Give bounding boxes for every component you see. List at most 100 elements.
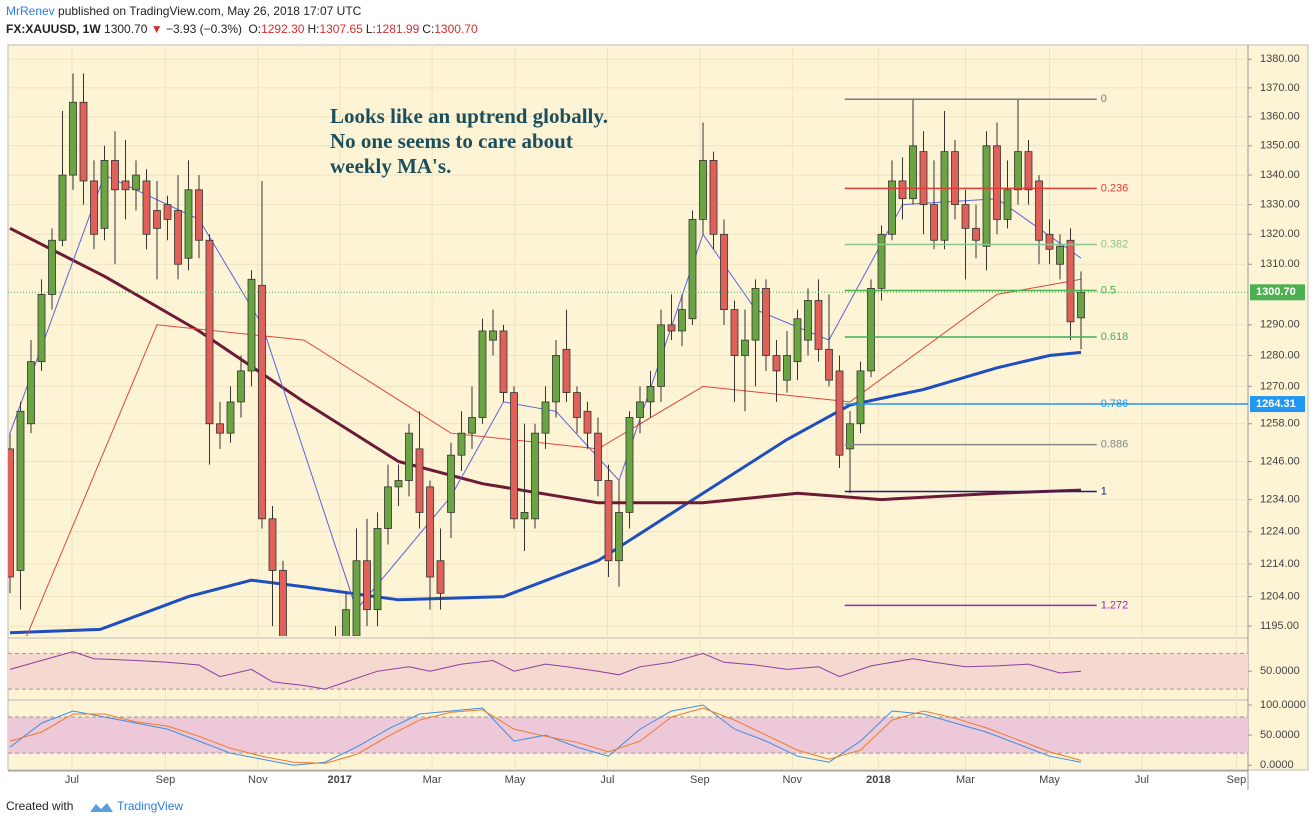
candle-body: [541, 401, 550, 434]
candle-body: [195, 189, 203, 241]
candle-body: [342, 609, 350, 636]
fib-label: 0.886: [1101, 439, 1129, 451]
candle-body: [48, 239, 56, 295]
x-tick-label: Jul: [65, 774, 79, 786]
candle-body: [258, 284, 266, 520]
candle-body: [447, 454, 455, 513]
x-tick-label: Nov: [248, 774, 268, 786]
last: 1300.70: [104, 22, 148, 36]
candle-body: [951, 151, 959, 205]
fib-label: 0.382: [1101, 238, 1129, 250]
arrow: ▼: [150, 22, 163, 36]
candle-body: [153, 210, 161, 229]
candle-body: [814, 300, 823, 350]
plot-background: [7, 44, 1309, 771]
candle-body: [709, 160, 718, 235]
rsi-pane: [8, 640, 1248, 698]
footer-brand[interactable]: TradingView: [117, 799, 183, 813]
y-tick-label: 1310.00: [1260, 258, 1300, 270]
x-tick-label: May: [1039, 774, 1060, 786]
candle-body: [1035, 180, 1043, 241]
candle-body: [583, 410, 592, 434]
y-tick-label: 50.0000: [1260, 665, 1300, 677]
candle-body: [772, 355, 781, 372]
moving-average: [9, 350, 1082, 635]
y-tick-label: 1350.00: [1260, 140, 1300, 152]
candle-body: [1077, 291, 1085, 319]
y-tick-label: 1380.00: [1260, 53, 1300, 65]
fib-label: 0.5: [1101, 284, 1116, 296]
candle-body: [625, 417, 634, 513]
candle-body: [982, 145, 991, 247]
candle-body: [793, 318, 802, 363]
publish-line: MrRenev published on TradingView.com, Ma…: [6, 4, 361, 18]
candle-body: [79, 101, 88, 182]
candle-body: [415, 448, 424, 513]
ohlc-key: O:: [248, 22, 262, 36]
price-tag: [1250, 396, 1305, 413]
candle-body: [174, 210, 182, 265]
candle-body: [394, 480, 403, 488]
symbol: FX:XAUUSD, 1W: [6, 22, 101, 36]
x-tick-label: May: [505, 774, 526, 786]
candle-body: [972, 227, 980, 241]
candle-body: [405, 432, 413, 481]
candle-body: [1066, 239, 1075, 323]
candle-body: [132, 174, 140, 191]
candle-body: [205, 239, 214, 425]
candle-body: [373, 528, 382, 611]
candle-body: [247, 278, 256, 372]
fib-label: 1: [1101, 485, 1107, 497]
candle-body: [520, 512, 529, 520]
candle-body: [436, 560, 445, 594]
candle-body: [909, 145, 917, 200]
candle-body: [100, 160, 109, 229]
y-tick-label: 1330.00: [1260, 198, 1300, 210]
ohlc-key: C:: [422, 22, 435, 36]
author[interactable]: MrRenev: [6, 4, 55, 18]
candle-body: [940, 151, 949, 241]
candle-body: [898, 180, 907, 200]
ohlc-key: H:: [307, 22, 320, 36]
candle-body: [699, 160, 707, 220]
candle-body: [426, 486, 434, 578]
candle-body: [1045, 233, 1054, 250]
candle-body: [604, 480, 613, 562]
annotation: weekly MA's.: [330, 154, 451, 178]
candle-body: [142, 180, 151, 235]
candle-body: [1056, 245, 1064, 265]
x-tick-label: Mar: [956, 774, 975, 786]
candle-body: [468, 417, 476, 434]
candle-body: [279, 570, 287, 636]
symbol-line: FX:XAUUSD, 1W 1300.70 ▼ −3.93 (−0.3%) O:…: [6, 22, 478, 36]
candle-body: [961, 204, 970, 229]
candle-body: [37, 294, 46, 363]
candle-body: [27, 361, 35, 425]
candle-body: [478, 330, 487, 418]
candle-body: [384, 486, 392, 529]
candle-body: [720, 233, 728, 311]
candle-body: [867, 287, 875, 372]
x-tick-label: Nov: [782, 774, 802, 786]
candle-body: [783, 355, 791, 381]
price-tag-label: 1264.31: [1256, 398, 1296, 410]
fib-label: 0.618: [1101, 331, 1129, 343]
moving-average: [9, 226, 1082, 505]
candle-body: [762, 287, 770, 356]
candle-body: [16, 410, 25, 571]
x-tick-label: Mar: [423, 774, 442, 786]
x-tick-label: 2017: [327, 774, 351, 786]
x-tick-label: Sep: [156, 774, 176, 786]
stoch-pane: [8, 702, 1248, 770]
candle-body: [888, 180, 896, 235]
x-tick-label: Jul: [1135, 774, 1149, 786]
annotation: Looks like an uptrend globally.: [330, 104, 608, 128]
candle-body: [531, 432, 539, 520]
candle-body: [615, 512, 623, 562]
candle-body: [1014, 151, 1022, 191]
fib-label: 0.236: [1101, 182, 1129, 194]
candle-body: [1003, 189, 1012, 220]
x-tick-label: Jul: [600, 774, 614, 786]
indicator-line: [9, 651, 1082, 690]
